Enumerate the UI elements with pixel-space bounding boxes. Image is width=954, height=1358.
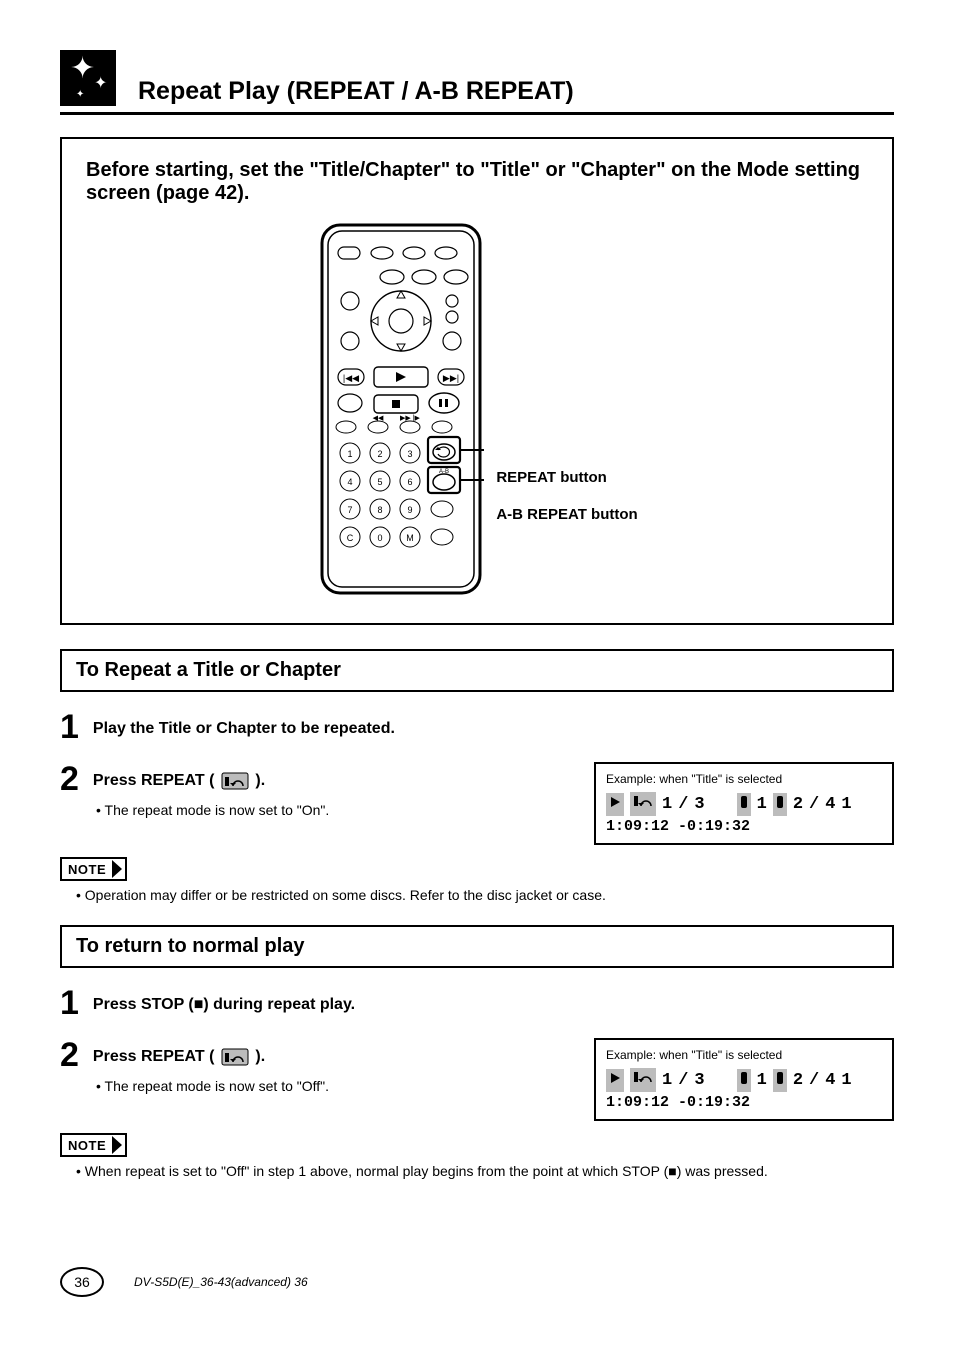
svg-text:C: C bbox=[347, 533, 354, 543]
sec1-step1: 1 Play the Title or Chapter to be repeat… bbox=[60, 710, 894, 744]
bar-icon bbox=[737, 793, 751, 816]
remote-callouts: REPEAT button A-B REPEAT button bbox=[496, 469, 637, 523]
svg-text:2: 2 bbox=[378, 449, 383, 459]
bar-icon bbox=[737, 1069, 751, 1092]
sec2-step1: 1 Press STOP (■) during repeat play. bbox=[60, 986, 894, 1020]
osd-val: 1 bbox=[662, 1071, 672, 1090]
play-icon bbox=[606, 1069, 624, 1092]
sec1-step2: 2 Press REPEAT ( ). The repeat m bbox=[60, 762, 570, 818]
svg-text:0: 0 bbox=[378, 533, 383, 543]
step-number: 1 bbox=[60, 986, 79, 1020]
sec2-step2: 2 Press REPEAT ( ). The repeat m bbox=[60, 1038, 570, 1094]
osd-val: 4 bbox=[825, 795, 835, 814]
section-icon: ✦ ✦ ✦ bbox=[60, 50, 116, 106]
osd-val: 3 bbox=[694, 1071, 704, 1090]
svg-text:7: 7 bbox=[348, 505, 353, 515]
bullet: The repeat mode is now set to "On". bbox=[96, 802, 570, 818]
svg-text:5: 5 bbox=[378, 477, 383, 487]
note-text: Operation may differ or be restricted on… bbox=[76, 887, 894, 903]
note-text: When repeat is set to "Off" in step 1 ab… bbox=[76, 1163, 894, 1179]
page-header: ✦ ✦ ✦ Repeat Play (REPEAT / A-B REPEAT) bbox=[60, 50, 894, 115]
repeat-status-icon bbox=[630, 792, 656, 816]
osd-val: 1 bbox=[841, 795, 851, 814]
step2-prefix: Press REPEAT ( bbox=[93, 1048, 215, 1065]
sec2-step2-text: Press REPEAT ( ). bbox=[93, 1038, 570, 1066]
sec1-note: NOTE Operation may differ or be restrict… bbox=[60, 857, 894, 903]
section2-heading: To return to normal play bbox=[76, 935, 878, 958]
osd-val: 1 bbox=[662, 795, 672, 814]
onscreen-row: 1 / 3 1 2 / 4 1 bbox=[606, 1068, 882, 1092]
page-footer: 36 DV-S5D(E)_36-43(advanced) 36 bbox=[60, 1267, 894, 1297]
remote-body: |◀◀ ▶▶| ◀◀ ▶▶ |▶ bbox=[86, 219, 868, 599]
note-body: Operation may differ or be restricted on… bbox=[60, 887, 894, 903]
sec2-note: NOTE When repeat is set to "Off" in step… bbox=[60, 1133, 894, 1179]
onscreen-row: 1 / 3 1 2 / 4 1 bbox=[606, 792, 882, 816]
step2-suffix: ). bbox=[255, 772, 265, 789]
step2-bullets: The repeat mode is now set to "On". bbox=[60, 802, 570, 818]
repeat-icon bbox=[221, 1048, 249, 1066]
note-tag: NOTE bbox=[60, 1133, 127, 1157]
step2-prefix: Press REPEAT ( bbox=[93, 772, 215, 789]
step2-suffix: ). bbox=[255, 1048, 265, 1065]
note-tag: NOTE bbox=[60, 857, 127, 881]
svg-text:9: 9 bbox=[408, 505, 413, 515]
svg-text:▶▶|: ▶▶| bbox=[443, 373, 459, 383]
remote-intro-box: Before starting, set the "Title/Chapter"… bbox=[60, 137, 894, 625]
svg-text:|◀◀: |◀◀ bbox=[343, 373, 359, 383]
svg-text:3: 3 bbox=[408, 449, 413, 459]
osd-val: 3 bbox=[694, 795, 704, 814]
svg-text:▶▶ |▶: ▶▶ |▶ bbox=[400, 415, 421, 422]
bar-icon bbox=[773, 1069, 787, 1092]
osd-val: 1 bbox=[757, 1071, 767, 1090]
step1-text: Play the Title or Chapter to be repeated… bbox=[93, 710, 894, 738]
page-number: 36 bbox=[60, 1267, 104, 1297]
step-number: 1 bbox=[60, 710, 79, 744]
sec1-onscreen: Example: when "Title" is selected 1 / 3 … bbox=[594, 762, 894, 845]
osd-val: 1 bbox=[841, 1071, 851, 1090]
section1-heading-box: To Repeat a Title or Chapter bbox=[60, 649, 894, 692]
sec1-step2-row: 2 Press REPEAT ( ). The repeat m bbox=[60, 762, 894, 845]
onscreen-caption: Example: when "Title" is selected bbox=[606, 1048, 882, 1062]
callout-ab: A-B REPEAT button bbox=[496, 506, 637, 523]
callout-repeat: REPEAT button bbox=[496, 469, 637, 486]
svg-text:8: 8 bbox=[378, 505, 383, 515]
sec2-onscreen: Example: when "Title" is selected 1 / 3 … bbox=[594, 1038, 894, 1121]
section2-heading-box: To return to normal play bbox=[60, 925, 894, 968]
osd-val: 2 bbox=[793, 795, 803, 814]
osd-val: 2 bbox=[793, 1071, 803, 1090]
repeat-status-icon bbox=[630, 1068, 656, 1092]
section1-heading: To Repeat a Title or Chapter bbox=[76, 659, 878, 682]
onscreen-time: 1:09:12 -0:19:32 bbox=[606, 818, 882, 835]
repeat-icon bbox=[221, 772, 249, 790]
step-number: 2 bbox=[60, 1038, 79, 1072]
remote-svg: |◀◀ ▶▶| ◀◀ ▶▶ |▶ bbox=[316, 219, 486, 599]
bullet: The repeat mode is now set to "Off". bbox=[96, 1078, 570, 1094]
step-number: 2 bbox=[60, 762, 79, 796]
osd-val: / bbox=[678, 1071, 688, 1090]
sec2-step1-text: Press STOP (■) during repeat play. bbox=[93, 986, 894, 1014]
sec2-step2-row: 2 Press REPEAT ( ). The repeat m bbox=[60, 1038, 894, 1121]
step2-text: Press REPEAT ( ). bbox=[93, 762, 570, 790]
footer-text: DV-S5D(E)_36-43(advanced) 36 bbox=[134, 1275, 308, 1289]
remote-diagram: |◀◀ ▶▶| ◀◀ ▶▶ |▶ bbox=[316, 219, 486, 599]
osd-val: 1 bbox=[757, 795, 767, 814]
svg-text:6: 6 bbox=[408, 477, 413, 487]
note-body: When repeat is set to "Off" in step 1 ab… bbox=[60, 1163, 894, 1179]
osd-val: 4 bbox=[825, 1071, 835, 1090]
svg-text:1: 1 bbox=[348, 449, 353, 459]
svg-text:◀◀: ◀◀ bbox=[373, 415, 384, 422]
osd-val: / bbox=[809, 795, 819, 814]
svg-text:4: 4 bbox=[348, 477, 353, 487]
onscreen-caption: Example: when "Title" is selected bbox=[606, 772, 882, 786]
svg-text:M: M bbox=[407, 533, 415, 543]
osd-val: / bbox=[678, 795, 688, 814]
sec2-step2-bullets: The repeat mode is now set to "Off". bbox=[60, 1078, 570, 1094]
osd-val: / bbox=[809, 1071, 819, 1090]
bar-icon bbox=[773, 793, 787, 816]
remote-caption: Before starting, set the "Title/Chapter"… bbox=[86, 159, 868, 205]
onscreen-time: 1:09:12 -0:19:32 bbox=[606, 1094, 882, 1111]
play-icon bbox=[606, 793, 624, 816]
page-title: Repeat Play (REPEAT / A-B REPEAT) bbox=[138, 77, 574, 106]
